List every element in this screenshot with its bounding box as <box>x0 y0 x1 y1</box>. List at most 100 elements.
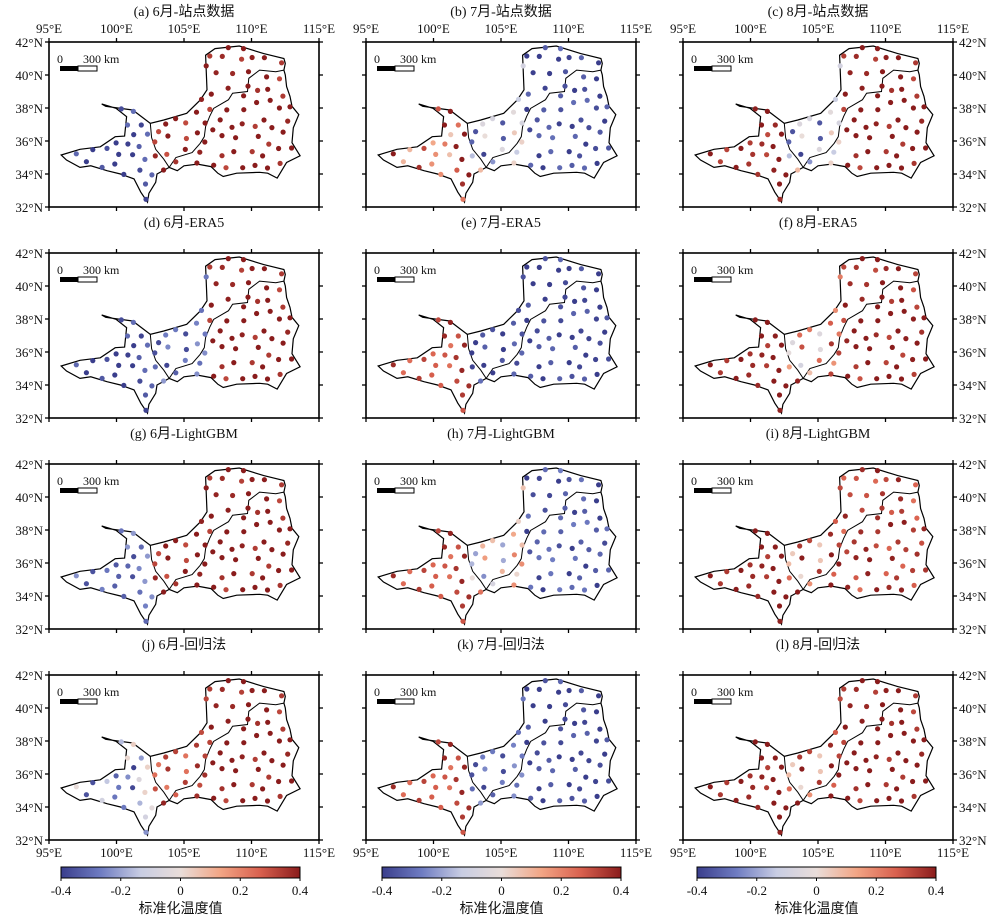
station-dot <box>566 687 572 694</box>
station-dot <box>776 578 782 584</box>
station-dot <box>858 529 864 535</box>
y-tick-label-left: 40°N <box>15 701 43 716</box>
y-tick-label-right: 32°N <box>959 411 987 426</box>
station-dot <box>142 181 149 187</box>
station-dot <box>827 109 834 115</box>
station-dot <box>597 515 603 521</box>
station-dot <box>447 363 453 369</box>
station-dot <box>841 739 847 745</box>
station-dot <box>124 544 131 550</box>
station-dot <box>224 529 230 535</box>
station-dot <box>594 793 600 799</box>
station-dot <box>461 342 468 348</box>
station-dot <box>606 356 612 362</box>
y-tick-label-left: 38°N <box>15 312 43 327</box>
station-dot <box>219 575 225 581</box>
station-dot <box>606 567 612 573</box>
station-dot <box>817 331 823 337</box>
station-dot <box>438 804 444 810</box>
station-dot <box>113 773 119 779</box>
station-dot <box>894 786 900 792</box>
station-dot <box>435 106 441 112</box>
station-dot <box>895 117 901 123</box>
station-dot <box>152 561 158 567</box>
scale-bar-black <box>377 699 395 704</box>
station-dot <box>797 543 803 549</box>
station-dot <box>125 774 131 780</box>
station-dot <box>883 54 889 61</box>
station-dot <box>182 568 188 574</box>
station-dot <box>827 742 834 748</box>
station-dot <box>903 547 909 553</box>
station-dot <box>400 792 406 798</box>
station-dot <box>914 726 920 732</box>
station-dot <box>889 344 895 350</box>
scale-bar-black <box>60 488 78 493</box>
station-dot <box>566 476 572 483</box>
station-dot <box>473 551 479 557</box>
station-dot <box>173 749 179 755</box>
station-dot <box>903 125 909 131</box>
station-dot <box>894 153 900 159</box>
station-dot <box>152 364 158 370</box>
station-dot <box>597 93 603 99</box>
station-dot <box>194 552 200 558</box>
station-dot <box>136 143 142 150</box>
station-dot <box>481 573 487 579</box>
station-dot <box>828 341 834 347</box>
station-dot <box>225 718 231 724</box>
station-dot <box>390 362 396 368</box>
station-dot <box>566 360 572 366</box>
sub-basin-boundary <box>168 69 284 168</box>
station-dot <box>594 371 600 377</box>
station-dot <box>772 544 778 550</box>
station-dot <box>73 573 79 579</box>
station-dot <box>841 475 847 481</box>
scale-bar-zero: 0 <box>691 685 697 699</box>
station-dot <box>913 482 919 488</box>
y-tick-label-left: 38°N <box>15 101 43 116</box>
station-dot <box>149 805 155 811</box>
station-dot <box>895 477 901 483</box>
station-dot <box>899 297 905 303</box>
station-dot <box>550 135 556 141</box>
station-dot <box>776 789 782 795</box>
station-dot <box>604 315 610 321</box>
y-tick-label-left: 42°N <box>15 35 43 50</box>
station-dot <box>847 703 853 709</box>
station-dot <box>837 274 843 280</box>
scale-bar-distance: 300 km <box>83 685 120 699</box>
station-dot <box>913 60 919 66</box>
station-dot <box>597 304 603 310</box>
scale-bar-white <box>711 698 732 705</box>
station-dot <box>142 392 149 398</box>
station-dot <box>433 151 439 157</box>
y-tick-label-right: 38°N <box>959 734 987 749</box>
scale-bar-distance: 300 km <box>400 474 437 488</box>
station-dot <box>540 165 546 171</box>
station-dot <box>173 116 179 122</box>
station-dot <box>130 363 136 369</box>
station-dot <box>584 308 590 314</box>
station-dot <box>455 122 461 128</box>
station-dot <box>459 156 465 162</box>
sub-basin-boundary <box>466 334 487 379</box>
y-tick-label-right: 40°N <box>959 490 987 505</box>
colorbar-bar <box>381 866 622 879</box>
station-dot <box>466 172 472 178</box>
station-dot <box>260 786 266 792</box>
station-dot <box>845 373 851 379</box>
station-dot <box>867 135 873 141</box>
x-tick-label-top: 110°E <box>235 21 267 36</box>
station-dot <box>131 132 137 138</box>
station-dot <box>241 93 247 99</box>
station-dot <box>83 370 89 376</box>
station-dot <box>562 505 568 511</box>
station-dot <box>163 332 169 338</box>
station-dot <box>764 574 770 580</box>
x-tick-label-bottom: 100°E <box>734 845 767 860</box>
station-dot <box>582 86 588 92</box>
station-dot <box>194 793 200 799</box>
station-dot <box>183 542 189 548</box>
station-dot <box>261 750 267 756</box>
